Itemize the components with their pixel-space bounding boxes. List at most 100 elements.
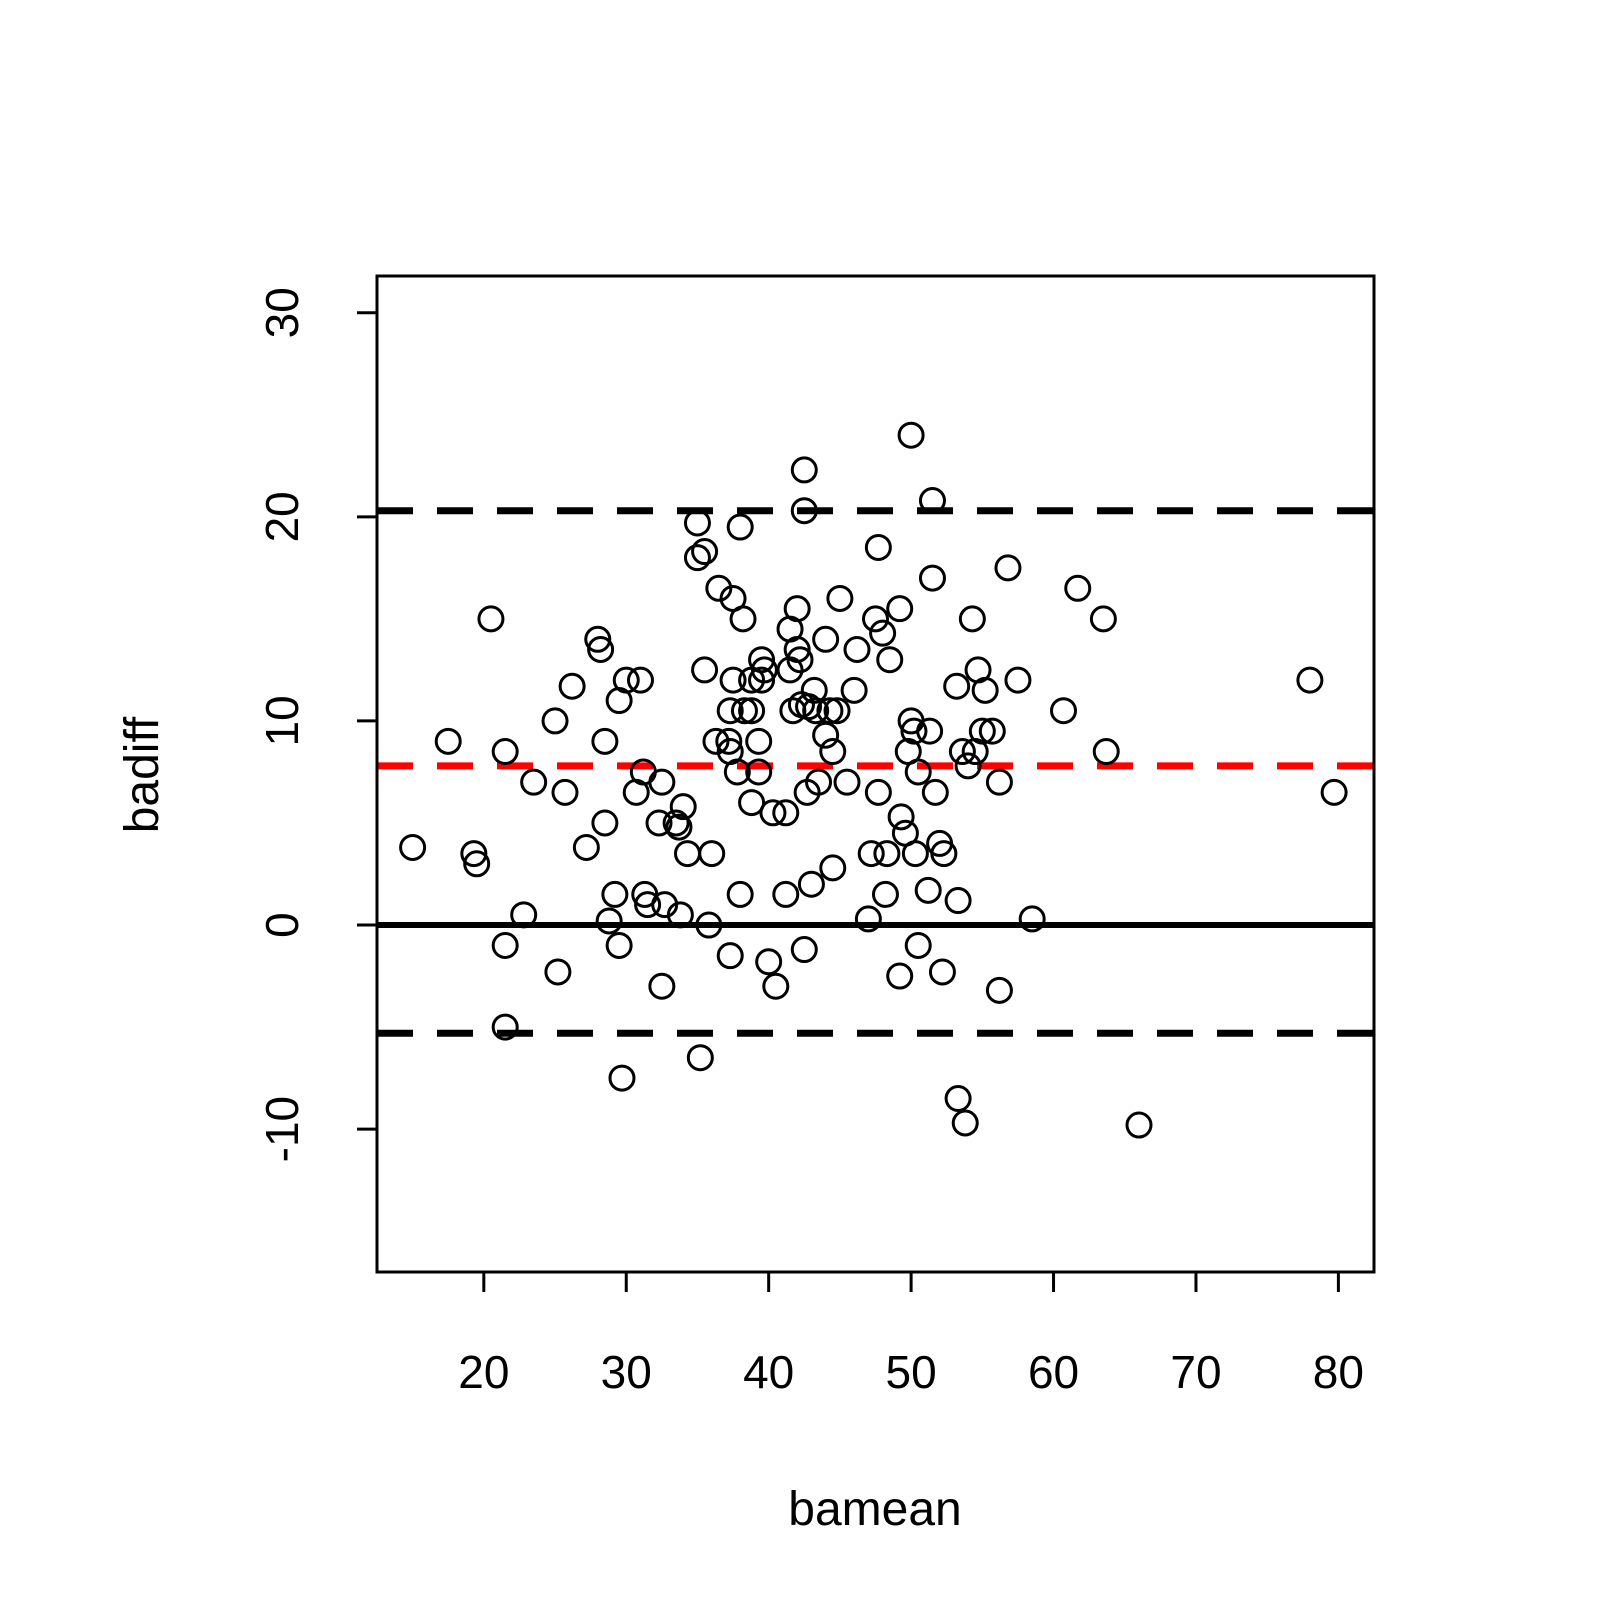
data-point bbox=[904, 758, 932, 786]
data-point bbox=[738, 789, 766, 817]
data-point bbox=[645, 809, 673, 837]
data-point bbox=[800, 676, 828, 704]
data-point bbox=[683, 544, 711, 572]
data-point bbox=[591, 809, 619, 837]
data-point bbox=[665, 813, 693, 841]
data-point bbox=[551, 778, 579, 806]
data-point bbox=[985, 768, 1013, 796]
data-point bbox=[726, 513, 754, 541]
data-point bbox=[662, 809, 690, 837]
data-point bbox=[951, 1109, 979, 1137]
data-point bbox=[584, 625, 612, 653]
x-axis-title: bamean bbox=[788, 1483, 961, 1536]
data-point bbox=[783, 595, 811, 623]
data-point bbox=[723, 758, 751, 786]
data-point bbox=[968, 717, 996, 745]
data-point bbox=[819, 854, 847, 882]
data-point bbox=[587, 636, 615, 663]
data-point bbox=[790, 497, 818, 525]
data-point bbox=[648, 768, 676, 796]
data-point bbox=[477, 605, 505, 633]
x-axis: 20 30 40 50 60 70 80 bbox=[458, 1270, 1364, 1398]
data-point bbox=[738, 697, 766, 725]
data-point bbox=[812, 625, 840, 653]
data-point bbox=[748, 646, 776, 674]
data-point bbox=[886, 962, 914, 990]
data-point bbox=[1064, 574, 1092, 602]
data-point bbox=[864, 533, 892, 561]
data-point bbox=[864, 778, 892, 806]
data-point bbox=[887, 803, 915, 831]
data-point bbox=[601, 880, 629, 908]
data-point bbox=[1296, 666, 1324, 694]
data-point bbox=[612, 666, 640, 694]
data-point bbox=[873, 840, 901, 868]
x-tick-label: 40 bbox=[743, 1346, 794, 1398]
data-point bbox=[886, 595, 914, 623]
data-point bbox=[823, 697, 851, 725]
data-point bbox=[595, 907, 623, 935]
data-point bbox=[797, 870, 825, 898]
x-tick-label: 80 bbox=[1313, 1346, 1364, 1398]
y-tick-label: 0 bbox=[256, 912, 308, 938]
data-point bbox=[921, 778, 949, 806]
y-tick-label: 10 bbox=[256, 695, 308, 746]
data-point bbox=[904, 931, 932, 959]
data-point bbox=[930, 840, 958, 868]
data-point bbox=[1004, 666, 1032, 694]
data-point bbox=[434, 727, 462, 755]
data-point bbox=[1125, 1111, 1153, 1139]
data-point bbox=[691, 656, 719, 684]
data-point bbox=[702, 727, 730, 755]
data-point bbox=[572, 833, 600, 861]
x-tick-label: 70 bbox=[1170, 1346, 1221, 1398]
data-point bbox=[1092, 738, 1120, 766]
data-point bbox=[826, 584, 854, 612]
data-point bbox=[673, 840, 701, 868]
data-point bbox=[745, 727, 773, 755]
data-point bbox=[943, 672, 971, 700]
data-point bbox=[683, 509, 711, 537]
data-point bbox=[759, 799, 787, 827]
data-point bbox=[750, 656, 778, 684]
data-point bbox=[786, 646, 814, 674]
data-point bbox=[686, 1044, 714, 1072]
data-point bbox=[833, 768, 861, 796]
data-point bbox=[843, 636, 871, 663]
data-point bbox=[916, 717, 944, 745]
data-point bbox=[914, 876, 942, 904]
data-point bbox=[819, 738, 847, 766]
data-point bbox=[729, 605, 757, 633]
data-point bbox=[716, 942, 744, 970]
data-point bbox=[862, 605, 889, 633]
data-point bbox=[869, 619, 897, 647]
data-point bbox=[854, 905, 882, 933]
y-tick-label: 20 bbox=[256, 491, 308, 542]
data-point bbox=[745, 758, 773, 786]
data-point bbox=[954, 752, 982, 780]
data-point bbox=[648, 972, 676, 1000]
data-point bbox=[520, 768, 548, 796]
data-point bbox=[928, 958, 956, 986]
data-point bbox=[1018, 905, 1046, 933]
data-point bbox=[971, 676, 999, 704]
data-point bbox=[399, 833, 427, 861]
data-point bbox=[666, 901, 694, 929]
data-point bbox=[491, 931, 519, 959]
data-point bbox=[730, 697, 758, 725]
data-point bbox=[716, 697, 744, 725]
data-point bbox=[900, 717, 928, 745]
data-point bbox=[871, 880, 899, 908]
data-point bbox=[608, 1064, 636, 1092]
data-point bbox=[918, 564, 946, 592]
data-point bbox=[944, 887, 972, 915]
data-point bbox=[698, 840, 726, 868]
y-tick-label: 30 bbox=[256, 287, 308, 338]
data-point bbox=[669, 793, 697, 821]
data-point bbox=[541, 707, 569, 735]
data-point bbox=[726, 880, 754, 908]
data-point bbox=[985, 976, 1013, 1004]
data-point bbox=[994, 554, 1022, 582]
data-point bbox=[772, 799, 800, 827]
data-point bbox=[958, 605, 986, 633]
